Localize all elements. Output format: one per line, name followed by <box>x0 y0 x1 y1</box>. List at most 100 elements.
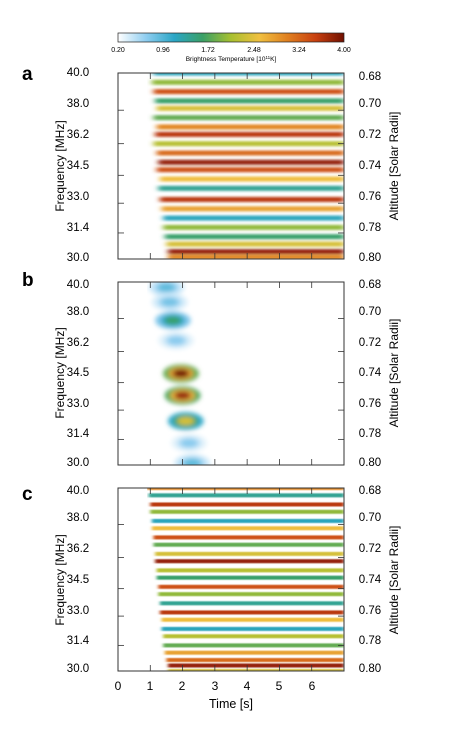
striation-band <box>163 634 344 639</box>
striation-band <box>153 89 344 95</box>
altitude-tick-label: 0.76 <box>359 398 381 410</box>
striation-band <box>153 535 344 540</box>
striation-band <box>168 249 344 255</box>
striation-band <box>153 115 344 121</box>
colorbar: 0.20 0.96 1.72 2.48 3.24 4.00 Brightness… <box>111 32 351 63</box>
striation-band <box>156 105 344 111</box>
x-tick-label: 5 <box>276 679 283 693</box>
y-tick-label: 33.0 <box>67 191 89 203</box>
striation-band <box>158 159 344 165</box>
panel-label-a: a <box>22 64 33 85</box>
striation-band <box>151 526 344 531</box>
striation-band <box>156 124 344 130</box>
altitude-tick-label: 0.80 <box>359 663 381 675</box>
striation-band <box>159 610 344 615</box>
striation-band <box>158 185 344 191</box>
striation-band <box>156 150 344 156</box>
striation-band <box>168 663 344 668</box>
striation-band <box>153 141 344 147</box>
striation-band <box>166 658 344 663</box>
panel-label-b: b <box>22 270 34 291</box>
altitude-tick-label: 0.72 <box>359 337 381 349</box>
heatmap-c <box>147 488 344 671</box>
altitude-tick-label: 0.80 <box>359 457 381 469</box>
burst-blob <box>158 283 175 292</box>
striation-band <box>153 542 344 547</box>
y-tick-label: 40.0 <box>67 67 89 79</box>
y2-axis-label: Altitude [Solar Radii] <box>387 112 401 221</box>
altitude-tick-label: 0.76 <box>359 191 381 203</box>
y-axis-label: Frequency [MHz] <box>53 534 67 625</box>
panel-label-c: c <box>22 484 33 505</box>
striation-band <box>164 650 344 655</box>
y-tick-label: 40.0 <box>67 485 89 497</box>
striation-band <box>159 196 344 202</box>
y-tick-label: 30.0 <box>67 252 89 264</box>
striation-band <box>168 669 344 671</box>
colorbar-gradient <box>117 32 345 43</box>
altitude-tick-label: 0.78 <box>359 222 381 234</box>
colorbar-tick: 0.20 <box>111 47 125 54</box>
plot-frame-b <box>117 281 345 466</box>
x-tick-label: 0 <box>115 679 122 693</box>
striation-band <box>168 254 344 259</box>
altitude-tick-label: 0.76 <box>359 605 381 617</box>
colorbar-tick: 3.24 <box>292 47 306 54</box>
altitude-tick-label: 0.74 <box>359 367 382 379</box>
striation-band <box>156 167 344 173</box>
striation-band <box>155 551 344 556</box>
y-tick-label: 33.0 <box>67 605 89 617</box>
altitude-tick-label: 0.72 <box>359 543 381 555</box>
x-axis: 0 1 2 3 4 5 6 Time [s] <box>115 679 316 711</box>
striation-band <box>155 131 344 137</box>
striation-band <box>150 509 344 514</box>
altitude-tick-label: 0.70 <box>359 98 381 110</box>
altitude-tick-label: 0.68 <box>359 279 381 291</box>
y-tick-label: 34.5 <box>67 574 89 586</box>
y-tick-label: 36.2 <box>67 129 89 141</box>
burst-blob <box>164 316 182 325</box>
heatmap-b <box>148 282 211 465</box>
x-tick-label: 4 <box>244 679 251 693</box>
y-tick-label: 36.2 <box>67 337 89 349</box>
x-tick-label: 1 <box>147 679 154 693</box>
x-tick-label: 2 <box>179 679 186 693</box>
striation-band <box>164 234 344 240</box>
altitude-tick-label: 0.72 <box>359 129 381 141</box>
burst-blob <box>167 336 185 345</box>
y-tick-label: 38.0 <box>67 306 89 318</box>
altitude-tick-label: 0.74 <box>359 574 382 586</box>
burst-blob <box>174 391 191 400</box>
striation-band <box>163 643 344 648</box>
striation-band <box>156 575 344 580</box>
colorbar-label: Brightness Temperature [1011K] <box>186 55 277 63</box>
striation-band <box>155 559 344 564</box>
striation-band <box>153 73 344 76</box>
y2-axis-label: Altitude [Solar Radii] <box>387 526 401 635</box>
striation-band <box>161 206 344 212</box>
burst-blob <box>184 459 201 465</box>
panel-c: 40.0 38.0 36.2 34.5 33.0 31.4 30.0 0.68 … <box>53 485 401 675</box>
burst-blob <box>180 438 198 448</box>
y-tick-label: 38.0 <box>67 98 89 110</box>
y-tick-label: 34.5 <box>67 160 89 172</box>
axis-ticks-b <box>117 281 344 466</box>
y-tick-label: 38.0 <box>67 512 89 524</box>
striation-band <box>166 241 344 247</box>
y-axis-label: Frequency [MHz] <box>53 120 67 211</box>
colorbar-tick: 1.72 <box>201 47 215 54</box>
axis-ticks-a <box>117 72 344 260</box>
striation-band <box>156 568 344 573</box>
altitude-tick-label: 0.78 <box>359 428 381 440</box>
altitude-tick-label: 0.74 <box>359 160 382 172</box>
heatmap-a <box>151 73 344 259</box>
plot-frame-a <box>117 72 345 260</box>
y-tick-label: 34.5 <box>67 367 89 379</box>
altitude-tick-label: 0.78 <box>359 635 381 647</box>
striation-band <box>151 79 344 85</box>
striation-band <box>150 502 344 507</box>
x-tick-label: 6 <box>309 679 316 693</box>
y-axis-label: Frequency [MHz] <box>53 327 67 418</box>
burst-blob <box>161 298 178 307</box>
striation-band <box>158 584 344 589</box>
